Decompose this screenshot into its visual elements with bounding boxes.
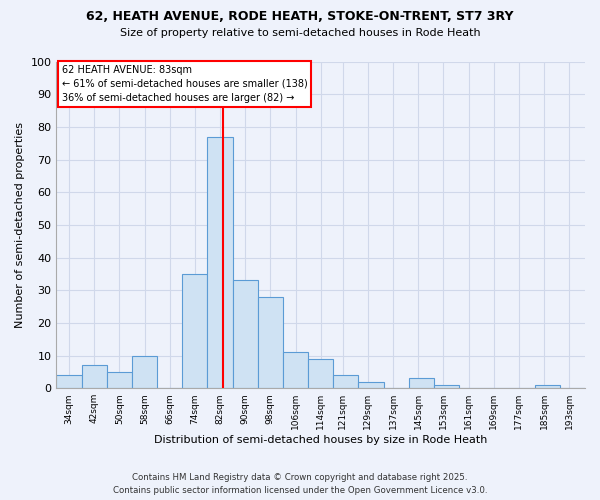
Bar xyxy=(308,359,333,388)
Y-axis label: Number of semi-detached properties: Number of semi-detached properties xyxy=(15,122,25,328)
Bar xyxy=(535,385,560,388)
Bar xyxy=(107,372,132,388)
Bar xyxy=(208,136,233,388)
Bar xyxy=(434,385,459,388)
Text: 62, HEATH AVENUE, RODE HEATH, STOKE-ON-TRENT, ST7 3RY: 62, HEATH AVENUE, RODE HEATH, STOKE-ON-T… xyxy=(86,10,514,23)
Text: Contains HM Land Registry data © Crown copyright and database right 2025.
Contai: Contains HM Land Registry data © Crown c… xyxy=(113,474,487,495)
Bar xyxy=(358,382,383,388)
Bar xyxy=(182,274,208,388)
Bar xyxy=(56,375,82,388)
Bar xyxy=(233,280,258,388)
Text: Size of property relative to semi-detached houses in Rode Heath: Size of property relative to semi-detach… xyxy=(119,28,481,38)
Bar xyxy=(409,378,434,388)
Text: 62 HEATH AVENUE: 83sqm
← 61% of semi-detached houses are smaller (138)
36% of se: 62 HEATH AVENUE: 83sqm ← 61% of semi-det… xyxy=(62,65,307,103)
Bar xyxy=(132,356,157,388)
Bar xyxy=(258,296,283,388)
Bar xyxy=(283,352,308,388)
Bar xyxy=(82,366,107,388)
Bar xyxy=(333,375,358,388)
X-axis label: Distribution of semi-detached houses by size in Rode Heath: Distribution of semi-detached houses by … xyxy=(154,435,487,445)
